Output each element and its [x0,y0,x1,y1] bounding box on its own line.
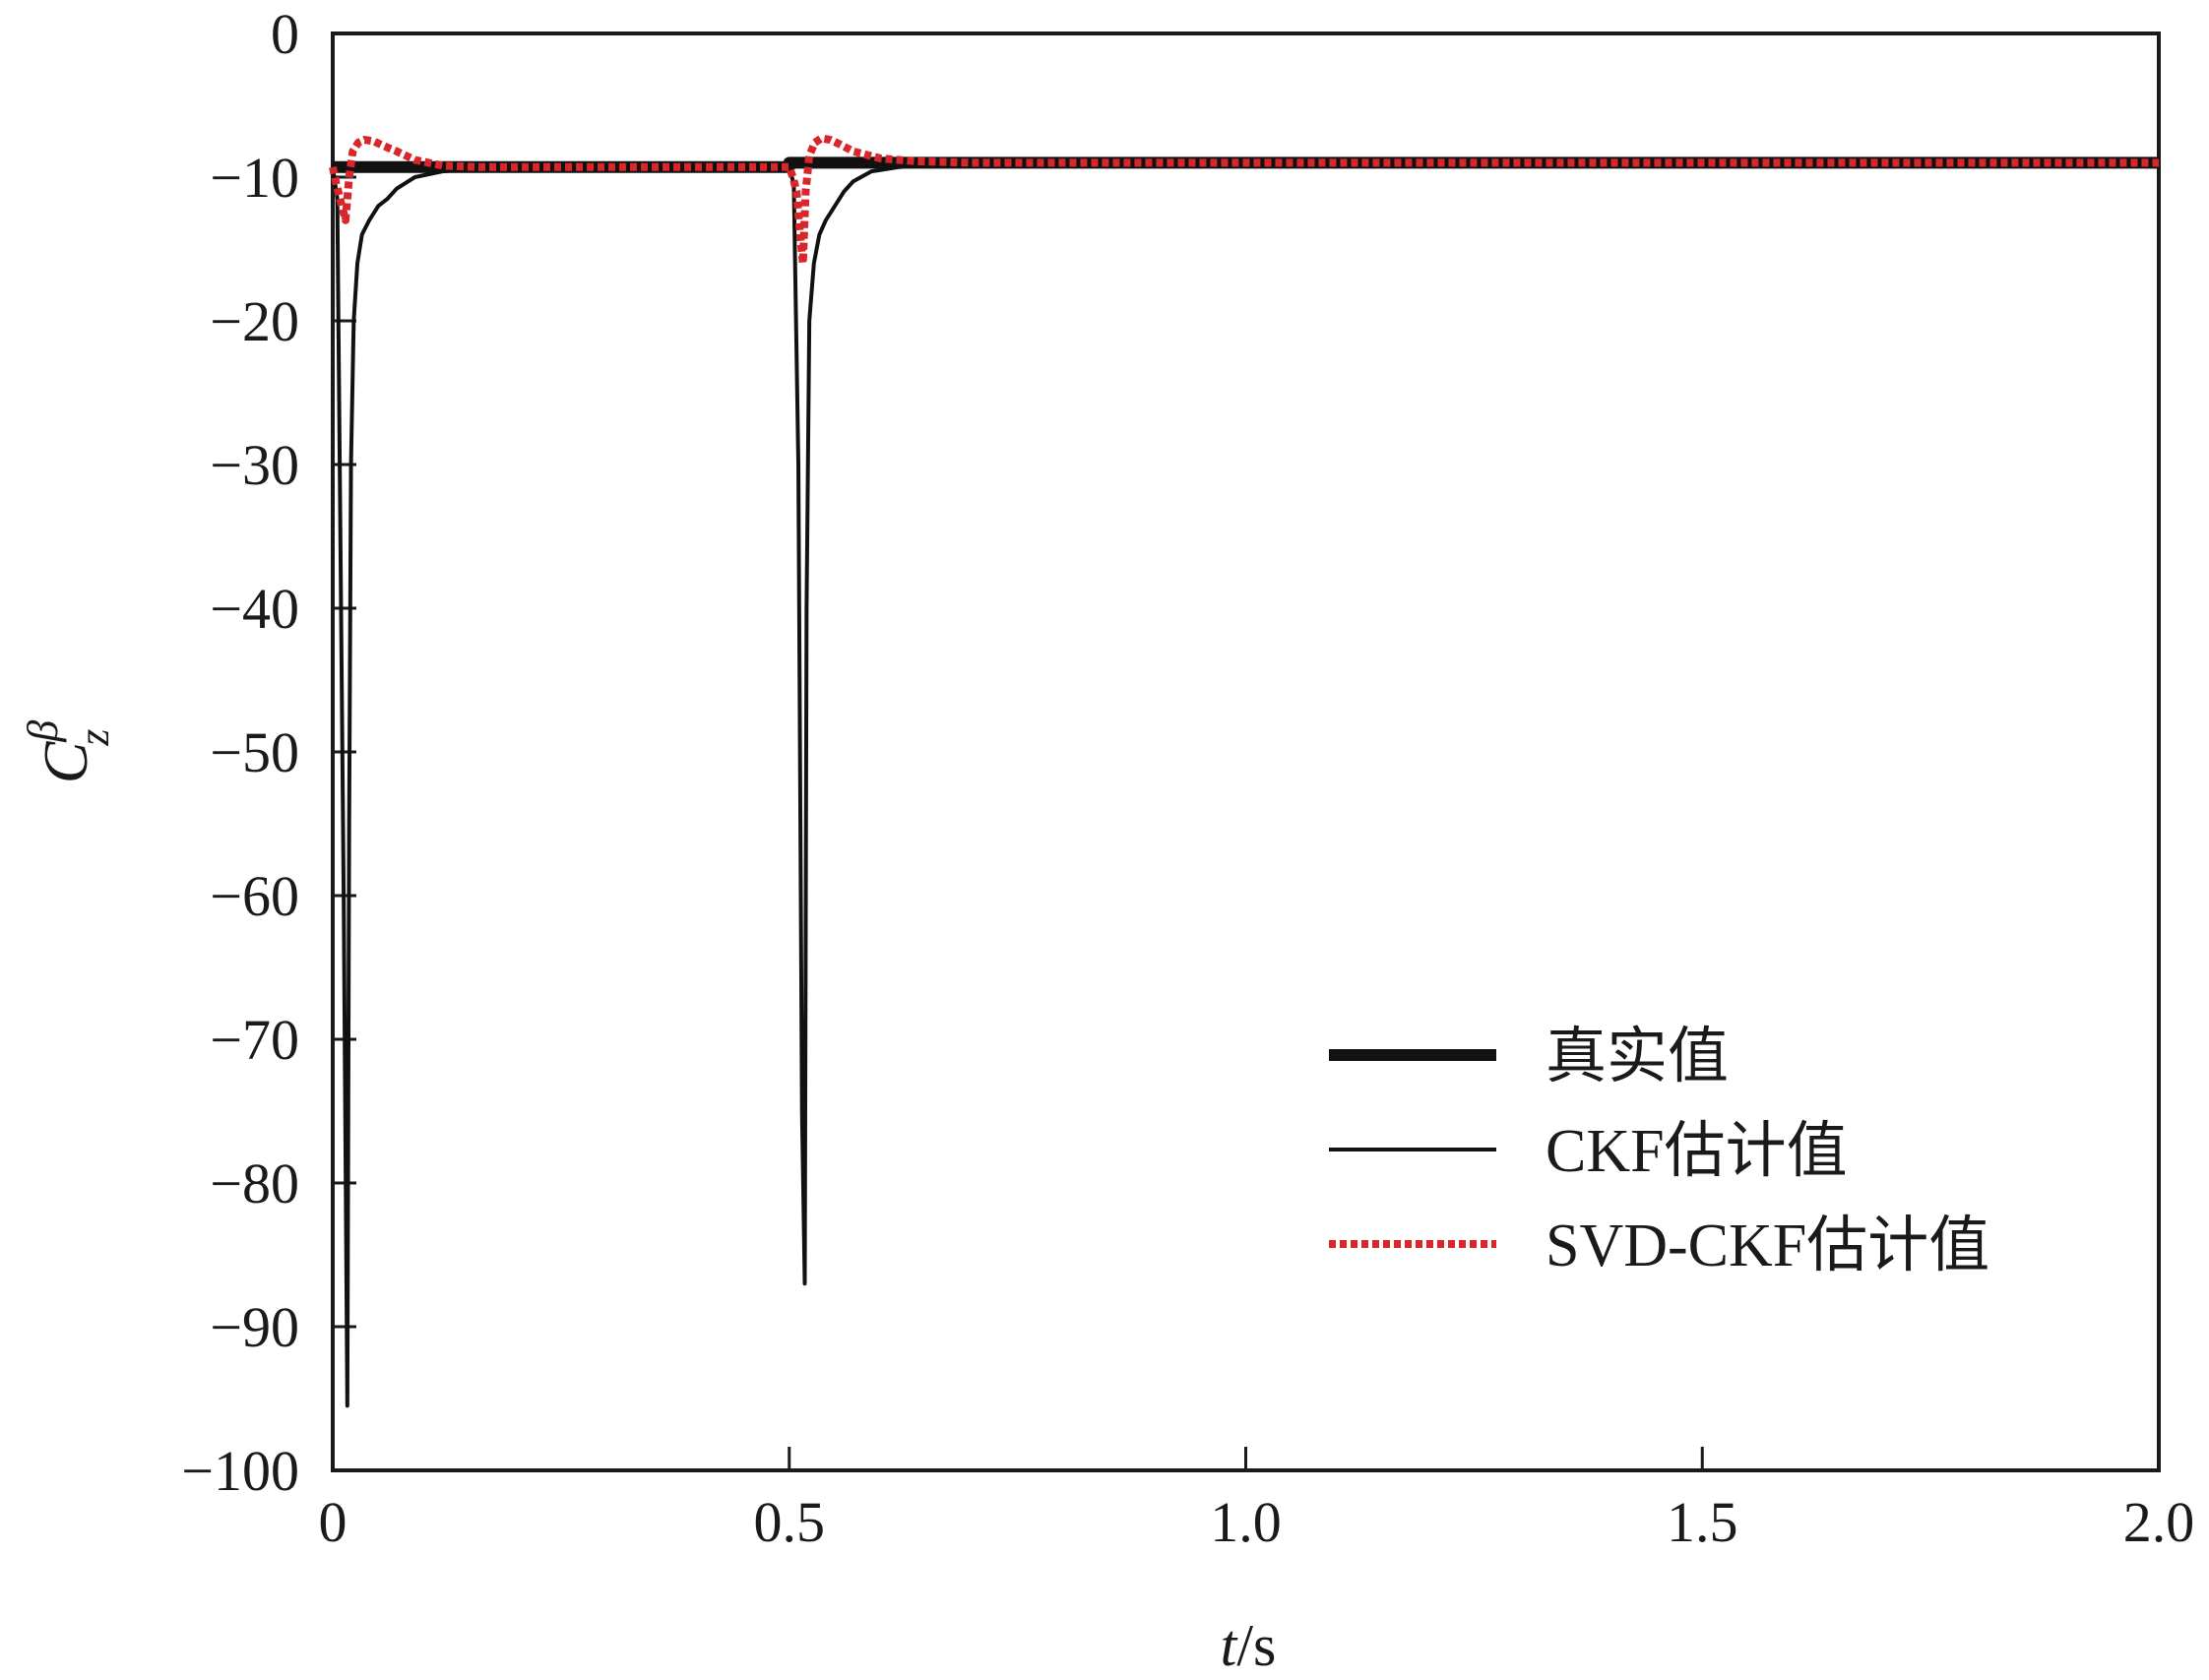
y-tick-label: 0 [271,2,299,66]
x-tick-label: 1.5 [1667,1490,1738,1554]
x-axis-label-var: t [1221,1613,1238,1678]
y-tick-label: −40 [210,577,299,641]
x-tick-label: 2.0 [2123,1490,2195,1554]
y-axis-label: Cβz [19,720,118,784]
series-layer [329,134,2159,1408]
legend-label: SVD-CKF估计值 [1546,1213,1989,1279]
x-tick-label: 0.5 [754,1490,826,1554]
y-tick-label: −80 [210,1151,299,1215]
legend: 真实值 CKF估计值 SVD-CKF估计值 [1329,1024,1989,1279]
legend-label: 真实值 [1546,1024,1729,1090]
y-tick-label: −60 [210,864,299,928]
y-tick-label: −30 [210,433,299,497]
x-axis-label-unit: /s [1236,1613,1276,1678]
y-tick-label: −20 [210,289,299,353]
y-tick-label: −100 [181,1439,299,1503]
y-axis-label-text: Cβz [19,720,118,784]
y-axis-ticks: 0 −10 −20 −30 −40 −50 −60 −70 −80 −90 −100 [181,2,356,1503]
x-tick-label: 0 [319,1490,347,1554]
x-axis-label: t/s [1221,1613,1277,1678]
y-tick-label: −90 [210,1295,299,1359]
y-tick-label: −10 [210,146,299,210]
x-tick-label: 1.0 [1210,1490,1282,1554]
y-tick-label: −70 [210,1008,299,1072]
x-axis-ticks: 0 0.5 1.0 1.5 2.0 [319,1447,2195,1554]
y-tick-label: −50 [210,720,299,784]
series-line-2 [329,134,2159,268]
legend-label: CKF估计值 [1546,1118,1848,1185]
